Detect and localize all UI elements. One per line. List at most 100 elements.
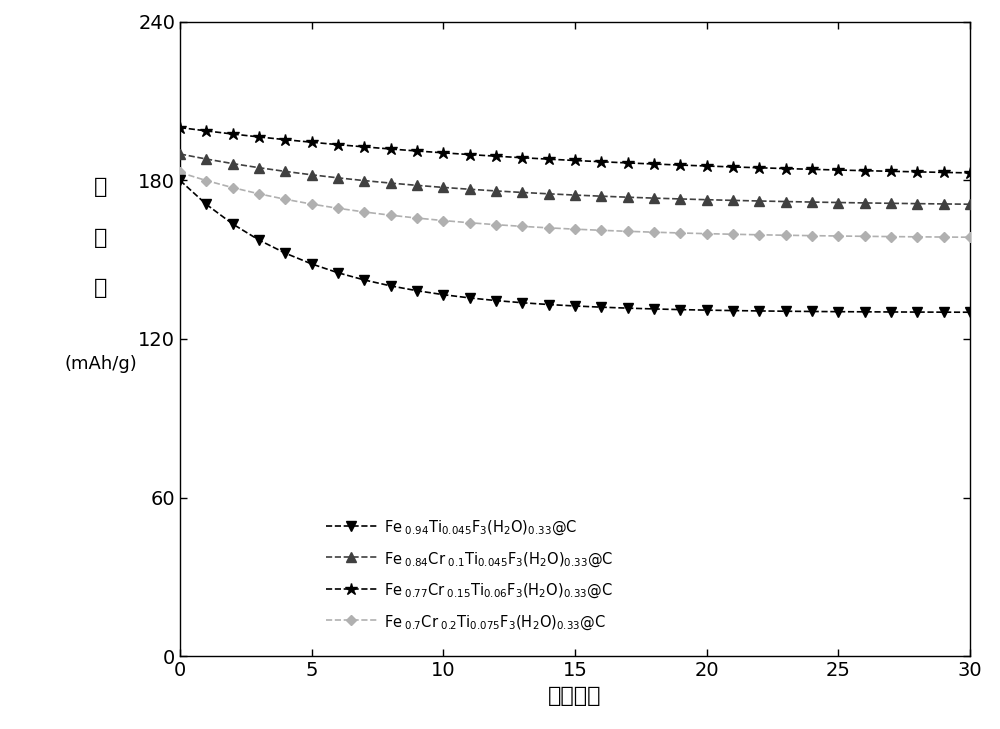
- Fe$_{\ 0.7}$Cr$_{\ 0.2}$Ti$_{0.075}$F$_3$(H$_2$O)$_{0.33}$@C: [727, 230, 739, 238]
- Fe$_{\ 0.7}$Cr$_{\ 0.2}$Ti$_{0.075}$F$_3$(H$_2$O)$_{0.33}$@C: [200, 176, 212, 185]
- Fe$_{\ 0.77}$Cr$_{\ 0.15}$Ti$_{0.06}$F$_3$(H$_2$O)$_{0.33}$@C: [516, 153, 528, 162]
- Fe$_{\ 0.84}$Cr$_{\ 0.1}$Ti$_{0.045}$F$_3$(H$_2$O)$_{0.33}$@C: [411, 181, 423, 190]
- Fe$_{\ 0.94}$Ti$_{0.045}$F$_3$(H$_2$O)$_{0.33}$@C: [701, 305, 713, 314]
- Fe$_{\ 0.94}$Ti$_{0.045}$F$_3$(H$_2$O)$_{0.33}$@C: [200, 200, 212, 208]
- Fe$_{\ 0.94}$Ti$_{0.045}$F$_3$(H$_2$O)$_{0.33}$@C: [911, 308, 923, 316]
- Fe$_{\ 0.77}$Cr$_{\ 0.15}$Ti$_{0.06}$F$_3$(H$_2$O)$_{0.33}$@C: [938, 168, 950, 176]
- Fe$_{\ 0.94}$Ti$_{0.045}$F$_3$(H$_2$O)$_{0.33}$@C: [859, 308, 871, 316]
- Fe$_{\ 0.7}$Cr$_{\ 0.2}$Ti$_{0.075}$F$_3$(H$_2$O)$_{0.33}$@C: [358, 208, 370, 217]
- Text: 容: 容: [94, 227, 108, 248]
- Fe$_{\ 0.77}$Cr$_{\ 0.15}$Ti$_{0.06}$F$_3$(H$_2$O)$_{0.33}$@C: [411, 147, 423, 155]
- Fe$_{\ 0.94}$Ti$_{0.045}$F$_3$(H$_2$O)$_{0.33}$@C: [543, 300, 555, 309]
- Fe$_{\ 0.7}$Cr$_{\ 0.2}$Ti$_{0.075}$F$_3$(H$_2$O)$_{0.33}$@C: [385, 211, 397, 219]
- Fe$_{\ 0.77}$Cr$_{\ 0.15}$Ti$_{0.06}$F$_3$(H$_2$O)$_{0.33}$@C: [648, 160, 660, 168]
- Line: Fe$_{\ 0.7}$Cr$_{\ 0.2}$Ti$_{0.075}$F$_3$(H$_2$O)$_{0.33}$@C: Fe$_{\ 0.7}$Cr$_{\ 0.2}$Ti$_{0.075}$F$_3…: [177, 169, 973, 241]
- Fe$_{\ 0.94}$Ti$_{0.045}$F$_3$(H$_2$O)$_{0.33}$@C: [279, 249, 291, 257]
- Fe$_{\ 0.94}$Ti$_{0.045}$F$_3$(H$_2$O)$_{0.33}$@C: [253, 235, 265, 244]
- Fe$_{\ 0.84}$Cr$_{\ 0.1}$Ti$_{0.045}$F$_3$(H$_2$O)$_{0.33}$@C: [938, 200, 950, 208]
- Fe$_{\ 0.7}$Cr$_{\ 0.2}$Ti$_{0.075}$F$_3$(H$_2$O)$_{0.33}$@C: [674, 229, 686, 238]
- Fe$_{\ 0.7}$Cr$_{\ 0.2}$Ti$_{0.075}$F$_3$(H$_2$O)$_{0.33}$@C: [306, 200, 318, 208]
- Fe$_{\ 0.84}$Cr$_{\ 0.1}$Ti$_{0.045}$F$_3$(H$_2$O)$_{0.33}$@C: [911, 199, 923, 208]
- Fe$_{\ 0.84}$Cr$_{\ 0.1}$Ti$_{0.045}$F$_3$(H$_2$O)$_{0.33}$@C: [464, 185, 476, 194]
- Fe$_{\ 0.77}$Cr$_{\ 0.15}$Ti$_{0.06}$F$_3$(H$_2$O)$_{0.33}$@C: [543, 155, 555, 163]
- Fe$_{\ 0.84}$Cr$_{\ 0.1}$Ti$_{0.045}$F$_3$(H$_2$O)$_{0.33}$@C: [622, 193, 634, 202]
- Fe$_{\ 0.7}$Cr$_{\ 0.2}$Ti$_{0.075}$F$_3$(H$_2$O)$_{0.33}$@C: [464, 219, 476, 227]
- Fe$_{\ 0.7}$Cr$_{\ 0.2}$Ti$_{0.075}$F$_3$(H$_2$O)$_{0.33}$@C: [253, 190, 265, 198]
- Fe$_{\ 0.77}$Cr$_{\ 0.15}$Ti$_{0.06}$F$_3$(H$_2$O)$_{0.33}$@C: [753, 163, 765, 172]
- Fe$_{\ 0.7}$Cr$_{\ 0.2}$Ti$_{0.075}$F$_3$(H$_2$O)$_{0.33}$@C: [437, 217, 449, 225]
- Fe$_{\ 0.94}$Ti$_{0.045}$F$_3$(H$_2$O)$_{0.33}$@C: [806, 307, 818, 316]
- Fe$_{\ 0.84}$Cr$_{\ 0.1}$Ti$_{0.045}$F$_3$(H$_2$O)$_{0.33}$@C: [595, 192, 607, 200]
- Fe$_{\ 0.84}$Cr$_{\ 0.1}$Ti$_{0.045}$F$_3$(H$_2$O)$_{0.33}$@C: [859, 198, 871, 207]
- Fe$_{\ 0.7}$Cr$_{\ 0.2}$Ti$_{0.075}$F$_3$(H$_2$O)$_{0.33}$@C: [543, 224, 555, 233]
- Fe$_{\ 0.84}$Cr$_{\ 0.1}$Ti$_{0.045}$F$_3$(H$_2$O)$_{0.33}$@C: [253, 163, 265, 172]
- Fe$_{\ 0.94}$Ti$_{0.045}$F$_3$(H$_2$O)$_{0.33}$@C: [674, 305, 686, 314]
- Fe$_{\ 0.84}$Cr$_{\ 0.1}$Ti$_{0.045}$F$_3$(H$_2$O)$_{0.33}$@C: [674, 195, 686, 203]
- Fe$_{\ 0.77}$Cr$_{\ 0.15}$Ti$_{0.06}$F$_3$(H$_2$O)$_{0.33}$@C: [358, 143, 370, 152]
- Fe$_{\ 0.94}$Ti$_{0.045}$F$_3$(H$_2$O)$_{0.33}$@C: [832, 308, 844, 316]
- Fe$_{\ 0.77}$Cr$_{\ 0.15}$Ti$_{0.06}$F$_3$(H$_2$O)$_{0.33}$@C: [964, 168, 976, 177]
- Fe$_{\ 0.84}$Cr$_{\ 0.1}$Ti$_{0.045}$F$_3$(H$_2$O)$_{0.33}$@C: [306, 171, 318, 179]
- Fe$_{\ 0.77}$Cr$_{\ 0.15}$Ti$_{0.06}$F$_3$(H$_2$O)$_{0.33}$@C: [885, 167, 897, 176]
- Fe$_{\ 0.77}$Cr$_{\ 0.15}$Ti$_{0.06}$F$_3$(H$_2$O)$_{0.33}$@C: [859, 166, 871, 175]
- Fe$_{\ 0.94}$Ti$_{0.045}$F$_3$(H$_2$O)$_{0.33}$@C: [332, 268, 344, 277]
- Fe$_{\ 0.7}$Cr$_{\ 0.2}$Ti$_{0.075}$F$_3$(H$_2$O)$_{0.33}$@C: [753, 230, 765, 239]
- Fe$_{\ 0.84}$Cr$_{\ 0.1}$Ti$_{0.045}$F$_3$(H$_2$O)$_{0.33}$@C: [806, 198, 818, 206]
- Line: Fe$_{\ 0.77}$Cr$_{\ 0.15}$Ti$_{0.06}$F$_3$(H$_2$O)$_{0.33}$@C: Fe$_{\ 0.77}$Cr$_{\ 0.15}$Ti$_{0.06}$F$_…: [174, 121, 976, 179]
- Fe$_{\ 0.7}$Cr$_{\ 0.2}$Ti$_{0.075}$F$_3$(H$_2$O)$_{0.33}$@C: [174, 168, 186, 177]
- Fe$_{\ 0.84}$Cr$_{\ 0.1}$Ti$_{0.045}$F$_3$(H$_2$O)$_{0.33}$@C: [753, 197, 765, 206]
- Fe$_{\ 0.84}$Cr$_{\ 0.1}$Ti$_{0.045}$F$_3$(H$_2$O)$_{0.33}$@C: [332, 174, 344, 182]
- Line: Fe$_{\ 0.94}$Ti$_{0.045}$F$_3$(H$_2$O)$_{0.33}$@C: Fe$_{\ 0.94}$Ti$_{0.045}$F$_3$(H$_2$O)$_…: [175, 176, 975, 317]
- Fe$_{\ 0.84}$Cr$_{\ 0.1}$Ti$_{0.045}$F$_3$(H$_2$O)$_{0.33}$@C: [516, 188, 528, 197]
- Text: 量: 量: [94, 278, 108, 298]
- Fe$_{\ 0.84}$Cr$_{\ 0.1}$Ti$_{0.045}$F$_3$(H$_2$O)$_{0.33}$@C: [701, 195, 713, 204]
- Fe$_{\ 0.84}$Cr$_{\ 0.1}$Ti$_{0.045}$F$_3$(H$_2$O)$_{0.33}$@C: [780, 197, 792, 206]
- Fe$_{\ 0.84}$Cr$_{\ 0.1}$Ti$_{0.045}$F$_3$(H$_2$O)$_{0.33}$@C: [648, 194, 660, 203]
- Legend: Fe$_{\ 0.94}$Ti$_{0.045}$F$_3$(H$_2$O)$_{0.33}$@C, Fe$_{\ 0.84}$Cr$_{\ 0.1}$Ti$_: Fe$_{\ 0.94}$Ti$_{0.045}$F$_3$(H$_2$O)$_…: [322, 515, 618, 636]
- Fe$_{\ 0.84}$Cr$_{\ 0.1}$Ti$_{0.045}$F$_3$(H$_2$O)$_{0.33}$@C: [174, 149, 186, 158]
- Fe$_{\ 0.84}$Cr$_{\ 0.1}$Ti$_{0.045}$F$_3$(H$_2$O)$_{0.33}$@C: [964, 200, 976, 208]
- Fe$_{\ 0.94}$Ti$_{0.045}$F$_3$(H$_2$O)$_{0.33}$@C: [385, 281, 397, 290]
- Fe$_{\ 0.7}$Cr$_{\ 0.2}$Ti$_{0.075}$F$_3$(H$_2$O)$_{0.33}$@C: [806, 231, 818, 240]
- Fe$_{\ 0.77}$Cr$_{\ 0.15}$Ti$_{0.06}$F$_3$(H$_2$O)$_{0.33}$@C: [780, 164, 792, 173]
- Fe$_{\ 0.94}$Ti$_{0.045}$F$_3$(H$_2$O)$_{0.33}$@C: [569, 302, 581, 311]
- Fe$_{\ 0.94}$Ti$_{0.045}$F$_3$(H$_2$O)$_{0.33}$@C: [780, 307, 792, 316]
- Fe$_{\ 0.77}$Cr$_{\ 0.15}$Ti$_{0.06}$F$_3$(H$_2$O)$_{0.33}$@C: [727, 163, 739, 171]
- Text: 比: 比: [94, 176, 108, 197]
- Fe$_{\ 0.77}$Cr$_{\ 0.15}$Ti$_{0.06}$F$_3$(H$_2$O)$_{0.33}$@C: [279, 136, 291, 144]
- Fe$_{\ 0.7}$Cr$_{\ 0.2}$Ti$_{0.075}$F$_3$(H$_2$O)$_{0.33}$@C: [332, 204, 344, 213]
- Fe$_{\ 0.77}$Cr$_{\ 0.15}$Ti$_{0.06}$F$_3$(H$_2$O)$_{0.33}$@C: [595, 157, 607, 166]
- Fe$_{\ 0.7}$Cr$_{\ 0.2}$Ti$_{0.075}$F$_3$(H$_2$O)$_{0.33}$@C: [964, 233, 976, 241]
- Fe$_{\ 0.84}$Cr$_{\ 0.1}$Ti$_{0.045}$F$_3$(H$_2$O)$_{0.33}$@C: [543, 190, 555, 198]
- Fe$_{\ 0.7}$Cr$_{\ 0.2}$Ti$_{0.075}$F$_3$(H$_2$O)$_{0.33}$@C: [411, 214, 423, 222]
- Fe$_{\ 0.77}$Cr$_{\ 0.15}$Ti$_{0.06}$F$_3$(H$_2$O)$_{0.33}$@C: [622, 158, 634, 167]
- Fe$_{\ 0.84}$Cr$_{\ 0.1}$Ti$_{0.045}$F$_3$(H$_2$O)$_{0.33}$@C: [885, 199, 897, 208]
- Fe$_{\ 0.77}$Cr$_{\ 0.15}$Ti$_{0.06}$F$_3$(H$_2$O)$_{0.33}$@C: [674, 160, 686, 169]
- Fe$_{\ 0.77}$Cr$_{\ 0.15}$Ti$_{0.06}$F$_3$(H$_2$O)$_{0.33}$@C: [490, 152, 502, 160]
- Fe$_{\ 0.94}$Ti$_{0.045}$F$_3$(H$_2$O)$_{0.33}$@C: [227, 219, 239, 228]
- Fe$_{\ 0.94}$Ti$_{0.045}$F$_3$(H$_2$O)$_{0.33}$@C: [885, 308, 897, 316]
- Fe$_{\ 0.94}$Ti$_{0.045}$F$_3$(H$_2$O)$_{0.33}$@C: [727, 306, 739, 315]
- Fe$_{\ 0.84}$Cr$_{\ 0.1}$Ti$_{0.045}$F$_3$(H$_2$O)$_{0.33}$@C: [200, 155, 212, 163]
- Text: (mAh/g): (mAh/g): [65, 355, 137, 373]
- Fe$_{\ 0.77}$Cr$_{\ 0.15}$Ti$_{0.06}$F$_3$(H$_2$O)$_{0.33}$@C: [253, 133, 265, 141]
- Fe$_{\ 0.7}$Cr$_{\ 0.2}$Ti$_{0.075}$F$_3$(H$_2$O)$_{0.33}$@C: [701, 230, 713, 238]
- Fe$_{\ 0.84}$Cr$_{\ 0.1}$Ti$_{0.045}$F$_3$(H$_2$O)$_{0.33}$@C: [569, 191, 581, 200]
- Fe$_{\ 0.7}$Cr$_{\ 0.2}$Ti$_{0.075}$F$_3$(H$_2$O)$_{0.33}$@C: [938, 233, 950, 241]
- Fe$_{\ 0.7}$Cr$_{\ 0.2}$Ti$_{0.075}$F$_3$(H$_2$O)$_{0.33}$@C: [780, 231, 792, 240]
- Fe$_{\ 0.94}$Ti$_{0.045}$F$_3$(H$_2$O)$_{0.33}$@C: [648, 305, 660, 313]
- Fe$_{\ 0.7}$Cr$_{\ 0.2}$Ti$_{0.075}$F$_3$(H$_2$O)$_{0.33}$@C: [490, 220, 502, 229]
- Fe$_{\ 0.77}$Cr$_{\ 0.15}$Ti$_{0.06}$F$_3$(H$_2$O)$_{0.33}$@C: [174, 123, 186, 132]
- Fe$_{\ 0.84}$Cr$_{\ 0.1}$Ti$_{0.045}$F$_3$(H$_2$O)$_{0.33}$@C: [358, 176, 370, 185]
- Fe$_{\ 0.94}$Ti$_{0.045}$F$_3$(H$_2$O)$_{0.33}$@C: [516, 298, 528, 307]
- Fe$_{\ 0.77}$Cr$_{\ 0.15}$Ti$_{0.06}$F$_3$(H$_2$O)$_{0.33}$@C: [569, 156, 581, 165]
- Fe$_{\ 0.94}$Ti$_{0.045}$F$_3$(H$_2$O)$_{0.33}$@C: [490, 296, 502, 305]
- Fe$_{\ 0.94}$Ti$_{0.045}$F$_3$(H$_2$O)$_{0.33}$@C: [174, 176, 186, 185]
- Fe$_{\ 0.84}$Cr$_{\ 0.1}$Ti$_{0.045}$F$_3$(H$_2$O)$_{0.33}$@C: [490, 187, 502, 195]
- Fe$_{\ 0.77}$Cr$_{\ 0.15}$Ti$_{0.06}$F$_3$(H$_2$O)$_{0.33}$@C: [227, 130, 239, 139]
- Fe$_{\ 0.7}$Cr$_{\ 0.2}$Ti$_{0.075}$F$_3$(H$_2$O)$_{0.33}$@C: [859, 232, 871, 241]
- Fe$_{\ 0.77}$Cr$_{\ 0.15}$Ti$_{0.06}$F$_3$(H$_2$O)$_{0.33}$@C: [911, 168, 923, 176]
- Fe$_{\ 0.94}$Ti$_{0.045}$F$_3$(H$_2$O)$_{0.33}$@C: [938, 308, 950, 316]
- Fe$_{\ 0.77}$Cr$_{\ 0.15}$Ti$_{0.06}$F$_3$(H$_2$O)$_{0.33}$@C: [332, 140, 344, 149]
- Fe$_{\ 0.7}$Cr$_{\ 0.2}$Ti$_{0.075}$F$_3$(H$_2$O)$_{0.33}$@C: [832, 232, 844, 241]
